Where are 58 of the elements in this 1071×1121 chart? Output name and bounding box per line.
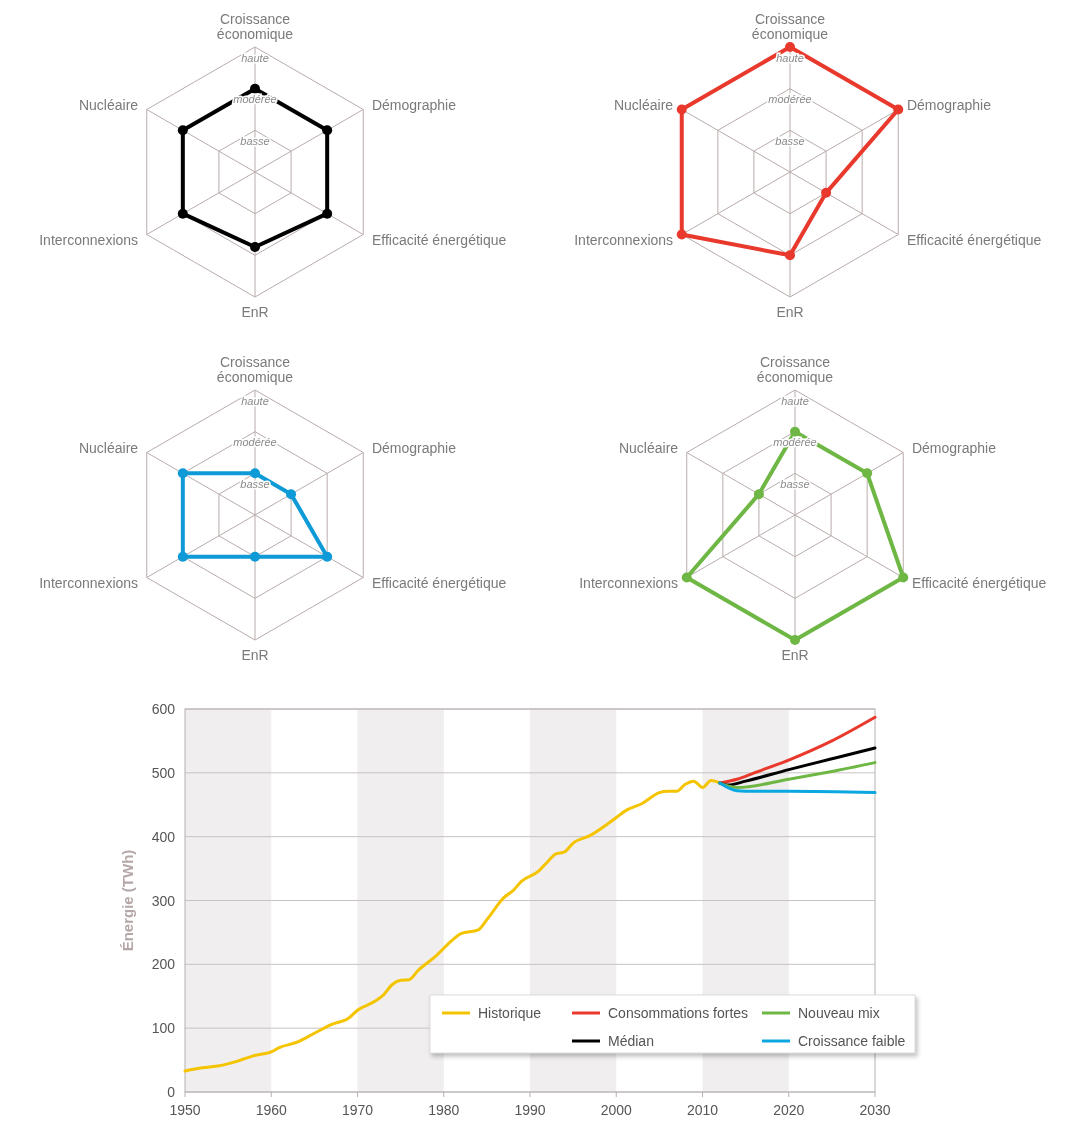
x-tick-label: 1980: [428, 1102, 460, 1118]
spoke-label: Interconnexions: [39, 231, 139, 248]
spoke-label: EnR: [781, 647, 809, 663]
spoke-label: EnR: [241, 304, 269, 320]
y-tick-label: haute: [241, 51, 269, 64]
legend-label: Consommations fortes: [608, 1005, 749, 1021]
spoke-label: Démographie: [371, 96, 457, 113]
x-tick-label: 2010: [686, 1102, 719, 1118]
spoke-label: Croissance économique: [756, 354, 834, 385]
y-tick-label: 200: [151, 956, 176, 973]
legend-label: Nouveau mix: [798, 1005, 880, 1021]
spoke-label: Nucléaire: [78, 96, 139, 113]
y-tick-label: basse: [240, 477, 270, 490]
spoke-label: Efficacité énergétique: [371, 574, 507, 591]
spoke-label: Efficacité énergétique: [371, 231, 507, 248]
line-series: [718, 715, 877, 785]
line-series: [718, 781, 877, 795]
spoke-label: Nucléaire: [78, 439, 139, 456]
y-tick-label: 600: [151, 701, 176, 717]
y-tick-label: 500: [151, 764, 176, 781]
y-tick-label: 300: [151, 892, 176, 909]
y-tick-label: modérée: [233, 436, 277, 449]
spoke-label: Démographie: [371, 439, 457, 456]
y-tick-label: modérée: [768, 93, 812, 106]
spoke-label: Interconnexions: [579, 574, 679, 591]
spoke-label: Démographie: [906, 96, 992, 113]
legend-label: Médian: [608, 1033, 654, 1049]
x-tick-label: 1950: [169, 1102, 201, 1118]
x-tick-label: 2020: [773, 1102, 805, 1118]
x-tick-label: 1960: [255, 1102, 288, 1118]
spoke-label: Croissance économique: [216, 354, 294, 385]
y-axis-title: Énergie (TWh): [119, 849, 136, 952]
spoke-label: EnR: [776, 304, 804, 320]
y-tick-label: 100: [151, 1020, 176, 1037]
x-tick-label: 1990: [514, 1102, 546, 1118]
y-tick-label: haute: [241, 394, 269, 407]
spoke-label: Croissance économique: [216, 11, 294, 42]
spoke-label: Démographie: [911, 439, 997, 456]
y-tick-label: basse: [775, 134, 805, 147]
spoke-label: Nucléaire: [618, 439, 679, 456]
spoke-label: Interconnexions: [39, 574, 139, 591]
x-tick-label: 1970: [341, 1102, 374, 1118]
y-tick-label: 400: [151, 828, 176, 845]
legend-label: Croissance faible: [798, 1033, 906, 1049]
spoke-label: Efficacité énergétique: [911, 574, 1047, 591]
y-tick-label: haute: [776, 51, 804, 64]
spoke-label: Nucléaire: [613, 96, 674, 113]
x-tick-label: 2030: [859, 1102, 891, 1118]
spoke-label: Efficacité énergétique: [906, 231, 1042, 248]
y-tick-label: haute: [781, 394, 809, 407]
legend-label: Historique: [478, 1005, 542, 1021]
y-tick-label: basse: [780, 477, 810, 490]
spoke-label: EnR: [241, 647, 269, 663]
y-tick-label: 0: [167, 1084, 176, 1100]
spoke-label: Croissance économique: [751, 11, 829, 42]
y-tick-label: basse: [240, 134, 270, 147]
spoke-label: Interconnexions: [574, 231, 674, 248]
x-tick-label: 2000: [600, 1102, 633, 1118]
